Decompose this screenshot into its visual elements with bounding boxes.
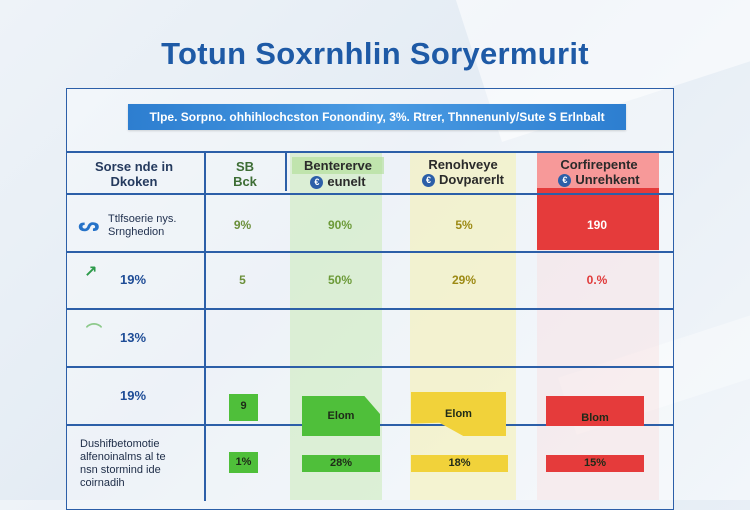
grid-line [66, 193, 674, 195]
table-cell: Blom [581, 412, 609, 424]
bar-segment [229, 394, 258, 421]
red-header-tint [537, 152, 659, 188]
header-lead: Sorse nde in Dkoken [94, 159, 174, 189]
table-cell: Elom [445, 408, 472, 420]
bar-segment [546, 455, 644, 472]
loop-icon: ᔕ [78, 215, 100, 236]
table-cell: 28% [329, 457, 353, 469]
check-icon: ↗ [84, 264, 98, 281]
grid-line [66, 151, 674, 153]
table-cell: 90% [327, 218, 353, 232]
header-green: Bentererve € eunelt [292, 157, 384, 189]
grid-line [204, 151, 206, 501]
table-cell: 190 [586, 218, 608, 232]
table-cell: Elom [327, 410, 355, 422]
table-cell: 1% [235, 456, 252, 468]
bar-segment [302, 396, 380, 436]
grid-line [285, 151, 287, 191]
table-cell: 15% [583, 457, 607, 469]
table-cell: 0.% [586, 273, 608, 287]
table-cell: 9% [233, 218, 252, 232]
yellow-column-bg [410, 151, 516, 500]
table-cell: 50% [327, 273, 353, 287]
green-column-bg [290, 151, 382, 500]
row-label: 19% [120, 272, 147, 287]
bar-segment [229, 452, 258, 473]
check-icon: ⌒ [86, 324, 103, 341]
bar-segment [546, 396, 644, 426]
row-label: Ttlfsoerie nys. Srnghedion [108, 213, 177, 238]
row-label: Dushifbetomotie alfenoinalms al te nsn s… [80, 438, 166, 489]
table-cell: 18% [448, 457, 471, 469]
euro-coin-icon: € [310, 176, 324, 189]
row-label: 19% [120, 388, 147, 403]
bar-segment [411, 455, 508, 472]
bar-segment [302, 455, 380, 472]
table-subtitle: Tlpe. Sorpno. ohhihlochcston Fonondiny, … [128, 104, 626, 130]
page-title: Totun Soxrnhlin Soryermurit [161, 36, 589, 71]
grid-line [66, 251, 674, 253]
header-yellow: Renohveye € Dovparerlt [410, 157, 516, 187]
header-ref: SB Bck [233, 159, 257, 189]
grid-line [66, 308, 674, 310]
table-cell: 9 [240, 400, 247, 412]
euro-coin-icon: € [558, 174, 572, 187]
table-cell: 29% [451, 273, 477, 287]
header-red: Corfirepente € Unrehkent [558, 157, 640, 187]
table-cell: 5 [239, 273, 246, 287]
table-cell: 5% [455, 218, 473, 232]
row-label: 13% [120, 330, 147, 345]
euro-coin-icon: € [421, 174, 435, 187]
grid-line [66, 366, 674, 368]
